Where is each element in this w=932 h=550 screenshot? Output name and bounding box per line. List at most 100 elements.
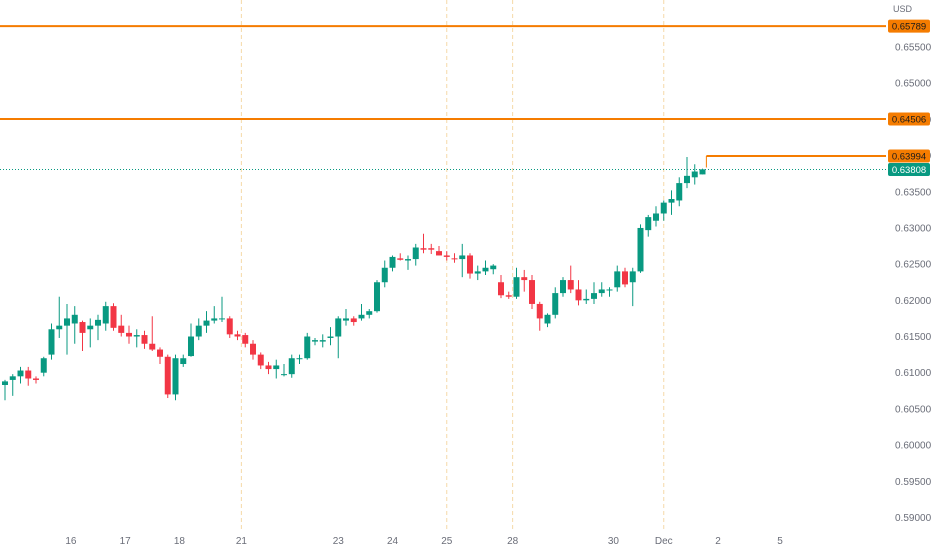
price-tick-label: 0.59500 [895,477,932,488]
candle-37 [288,354,295,378]
time-tick-label: Dec [655,536,673,547]
candle-17 [133,329,140,348]
candle-61 [474,265,481,281]
candle-body [335,318,342,337]
candle-body [265,365,272,370]
candle-46 [358,303,365,321]
price-tick-label: 0.61000 [895,368,932,379]
candle-47 [366,309,373,319]
candle-32 [250,340,256,360]
candle-85 [660,200,667,221]
candle-23 [180,354,187,367]
candle-6 [48,323,55,360]
candle-body [149,343,156,350]
candle-10 [79,320,86,351]
candle-body [133,335,140,337]
candle-26 [203,311,210,333]
candle-body [405,259,411,261]
currency-label: USD [893,4,913,14]
price-tick-label: 0.60000 [895,441,932,452]
candle-body [467,255,473,274]
candle-40 [312,337,318,346]
candle-body [95,319,101,326]
candle-body [459,255,466,260]
candle-body [645,217,652,231]
candle-body [552,293,559,315]
candle-body [676,183,683,201]
candle-70 [544,313,551,328]
candle-body [490,265,497,270]
candle-68 [529,275,535,310]
candle-73 [567,265,574,294]
candle-body [40,358,47,373]
candle-87 [676,177,683,207]
time-tick-label: 17 [120,536,132,547]
candle-82 [637,224,644,273]
candle-body [560,280,566,294]
candle-body [327,336,334,338]
candle-body [575,289,582,301]
candle-body [126,332,132,337]
candle-65 [505,291,512,299]
candle-4 [33,376,39,384]
candle-body [505,295,512,297]
candle-76 [591,282,597,304]
candle-7 [56,296,63,338]
candle-body [141,335,148,344]
price-tick-label: 0.60500 [895,404,932,415]
candle-body [591,293,597,299]
candle-body [622,271,628,285]
candle-66 [513,267,520,299]
price-axis[interactable]: USD 0.655000.650000.645000.640000.635000… [893,4,932,524]
level-price-badge-1-bg [888,112,930,126]
candle-body [583,298,590,301]
candle-body [629,271,636,283]
candle-body [157,349,163,357]
candle-body [350,318,357,323]
candle-52 [405,255,411,270]
time-tick-label: 23 [333,536,345,547]
candle-18 [141,330,148,349]
candle-54 [420,233,427,254]
candle-60 [467,253,473,279]
time-tick-label: 24 [387,536,399,547]
price-tick-label: 0.62000 [895,296,932,307]
candle-body [343,318,349,321]
candle-body [2,381,8,385]
candle-body [71,314,78,324]
level-price-badge-1-text: 0.64506 [892,114,926,125]
candle-63 [490,264,497,275]
candle-body [381,267,388,283]
candle-34 [265,361,272,375]
candle-body [234,334,241,337]
candle-22 [172,354,179,401]
price-tick-label: 0.65000 [895,79,932,90]
candle-75 [583,289,590,304]
candle-body [250,343,256,355]
candle-body [9,376,16,380]
candle-body [653,213,659,221]
candle-body [420,248,427,250]
candle-33 [257,352,264,370]
candle-body [428,248,435,250]
candle-44 [343,309,349,326]
time-axis[interactable]: 16 17 18 21 23 24 25 28 30 Dec 2 5 [65,536,783,547]
candle-31 [242,332,249,348]
candle-body [87,325,94,330]
candle-1 [9,374,16,396]
session-separators [240,0,665,532]
candle-53 [412,243,419,266]
candle-51 [397,253,404,261]
candle-2 [17,366,24,384]
candle-body [544,314,551,324]
time-tick-label: 18 [174,536,186,547]
candle-body [242,335,249,344]
candle-81 [629,267,636,307]
candle-body [443,255,450,257]
candle-body [219,318,225,320]
candle-12 [95,314,101,341]
candle-body [288,358,295,375]
horizontal-levels[interactable] [0,25,886,170]
candle-14 [110,303,117,331]
